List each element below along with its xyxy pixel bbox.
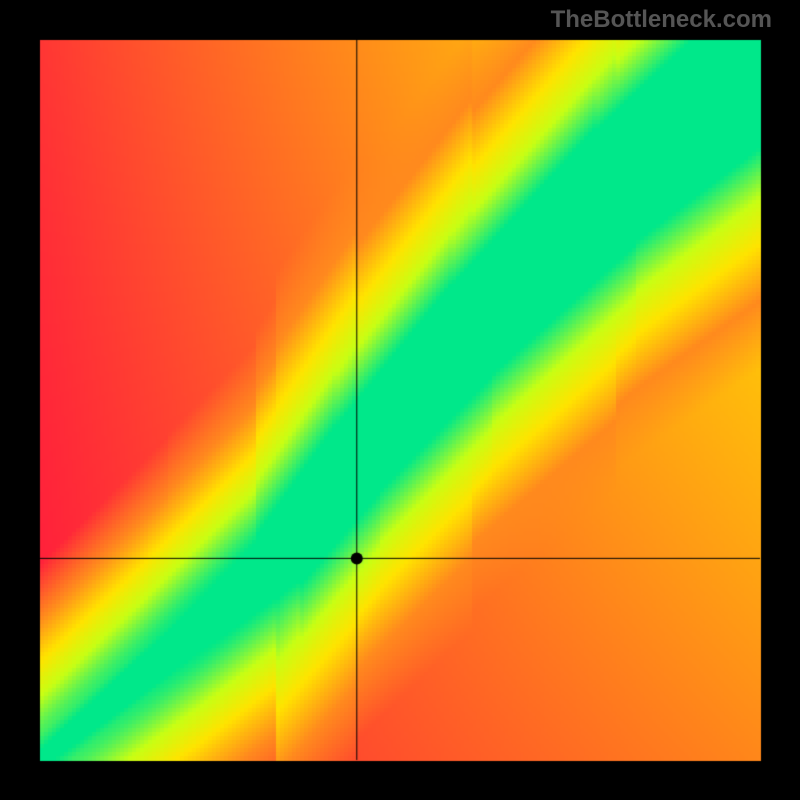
- bottleneck-heatmap: [0, 0, 800, 800]
- watermark-text: TheBottleneck.com: [551, 6, 772, 34]
